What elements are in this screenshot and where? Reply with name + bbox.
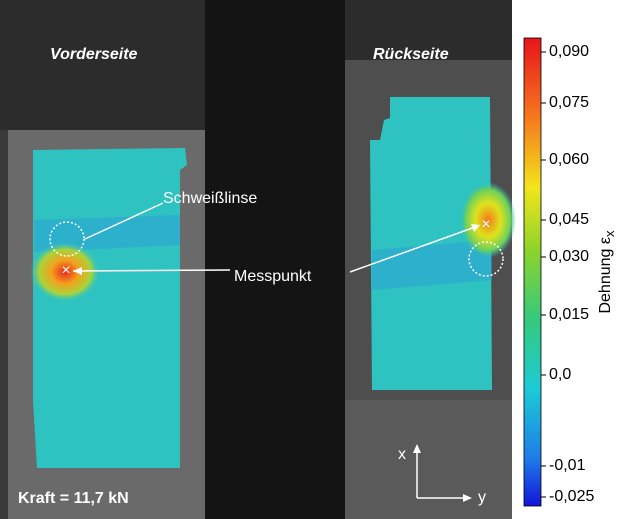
hot-spot [460, 182, 516, 258]
hot-spot [30, 242, 100, 302]
colorbar-label: Dehnung εx [597, 230, 617, 314]
svg-text:×: × [481, 216, 490, 233]
photo: × × Vorderseite Rückseite Schweißlinse M… [0, 0, 516, 519]
label: Schweißlinse [163, 190, 257, 207]
tick-label: 0,0 [549, 366, 571, 383]
tick-label: 0,090 [549, 43, 589, 60]
tick-label: -0,01 [549, 457, 586, 474]
tick-label: 0,030 [549, 248, 589, 265]
tick-label: 0,015 [549, 306, 589, 323]
tick-label: -0,025 [549, 488, 594, 505]
label: Vorderseite [50, 46, 138, 63]
label: Kraft = 11,7 kN [18, 490, 129, 507]
tick-label: 0,045 [549, 211, 589, 228]
colorbar [523, 37, 542, 507]
tick-label: 0,060 [549, 151, 589, 168]
label: y [478, 489, 486, 506]
colorbar-ticks: 0,090 0,075 0,060 0,045 0,030 0,015 0,0 -0,01 -0… [541, 43, 594, 505]
label: x [398, 446, 406, 463]
tick-label: 0,075 [549, 94, 589, 111]
label: Rückseite [373, 46, 449, 63]
label: Messpunkt [234, 268, 312, 285]
svg-text:×: × [61, 262, 70, 279]
